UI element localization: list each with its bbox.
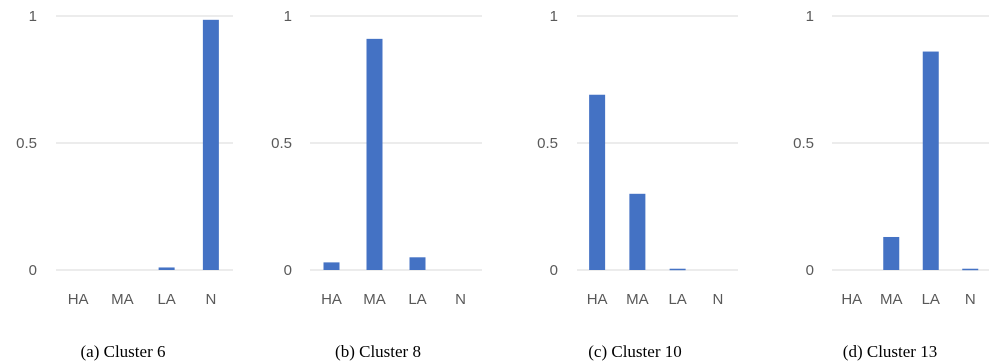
y-tick-label: 0 bbox=[550, 262, 558, 279]
y-tick-label: 1 bbox=[29, 8, 37, 25]
y-tick-label: 1 bbox=[550, 8, 558, 25]
chart-panel-2: 0 0.5 1 HA MA LA N (b) Cluster 8 bbox=[271, 8, 482, 361]
y-tick-label: 0.5 bbox=[793, 135, 814, 152]
x-category-label: MA bbox=[880, 291, 903, 308]
x-category-label: MA bbox=[363, 291, 386, 308]
chart-panel-1: 0 0.5 1 HA MA LA N (a) Cluster 6 bbox=[16, 8, 233, 361]
x-category-label: HA bbox=[321, 291, 342, 308]
chart-caption: (c) Cluster 10 bbox=[588, 342, 681, 361]
x-category-label: HA bbox=[841, 291, 862, 308]
x-category-label: N bbox=[965, 291, 976, 308]
bar-la bbox=[669, 268, 686, 271]
x-category-label: MA bbox=[111, 291, 134, 308]
y-tick-label: 1 bbox=[284, 8, 292, 25]
bar-ma bbox=[629, 193, 646, 270]
bar-ma bbox=[366, 38, 383, 270]
x-category-label: N bbox=[455, 291, 466, 308]
x-category-label: N bbox=[712, 291, 723, 308]
bar-la bbox=[922, 51, 939, 271]
x-category-label: LA bbox=[408, 291, 426, 308]
bar-n bbox=[962, 268, 979, 271]
bar-la bbox=[409, 257, 426, 270]
bar-ha bbox=[589, 94, 606, 271]
x-category-label: N bbox=[205, 291, 216, 308]
y-tick-label: 0.5 bbox=[16, 135, 37, 152]
chart-panel-4: 0 0.5 1 HA MA LA N (d) Cluster 13 bbox=[793, 8, 989, 361]
x-category-label: LA bbox=[922, 291, 940, 308]
x-category-label: LA bbox=[668, 291, 686, 308]
y-tick-label: 0.5 bbox=[271, 135, 292, 152]
y-tick-label: 0 bbox=[29, 262, 37, 279]
x-category-label: HA bbox=[68, 291, 89, 308]
chart-caption: (d) Cluster 13 bbox=[843, 342, 937, 361]
chart-panel-3: 0 0.5 1 HA MA LA N (c) Cluster 10 bbox=[537, 8, 738, 361]
x-category-label: LA bbox=[157, 291, 175, 308]
y-tick-label: 0 bbox=[806, 262, 814, 279]
bar-la bbox=[158, 267, 175, 270]
y-tick-label: 0 bbox=[284, 262, 292, 279]
x-category-label: HA bbox=[587, 291, 608, 308]
bar-n bbox=[202, 19, 219, 271]
y-tick-label: 1 bbox=[806, 8, 814, 25]
chart-caption: (a) Cluster 6 bbox=[81, 342, 166, 361]
bar-ha bbox=[323, 262, 340, 270]
bar-ma bbox=[883, 236, 900, 270]
x-category-label: MA bbox=[626, 291, 649, 308]
y-tick-label: 0.5 bbox=[537, 135, 558, 152]
chart-caption: (b) Cluster 8 bbox=[335, 342, 421, 361]
